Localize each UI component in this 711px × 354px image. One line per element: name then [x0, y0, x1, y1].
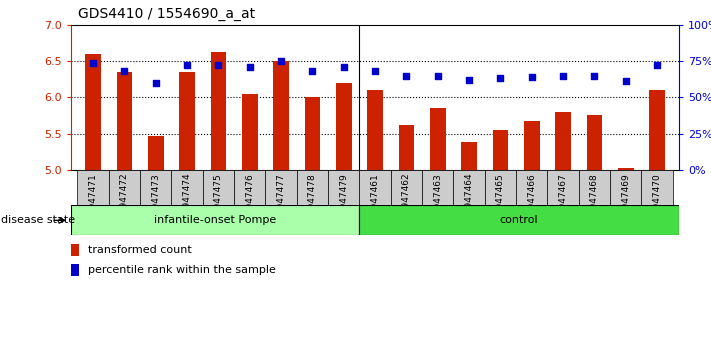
Point [651, 63, 663, 68]
Bar [296, 170, 328, 205]
Text: GSM947475: GSM947475 [214, 173, 223, 228]
Bar [71, 264, 79, 276]
Bar [179, 72, 195, 170]
Point [275, 58, 287, 64]
Text: transformed count: transformed count [87, 245, 191, 255]
Point [181, 63, 193, 68]
Text: GSM947474: GSM947474 [183, 173, 191, 227]
Bar [454, 170, 485, 205]
Bar [85, 54, 101, 170]
Text: percentile rank within the sample: percentile rank within the sample [87, 266, 275, 275]
Bar [579, 170, 610, 205]
Bar [304, 97, 320, 170]
Point [338, 64, 349, 70]
Bar [273, 61, 289, 170]
Bar [367, 90, 383, 170]
Bar [524, 121, 540, 170]
Bar [516, 170, 547, 205]
Bar [610, 170, 641, 205]
Point [620, 79, 631, 84]
Bar [71, 244, 79, 256]
Text: GSM947466: GSM947466 [528, 173, 536, 228]
Bar [265, 170, 296, 205]
Bar [336, 83, 351, 170]
Bar [203, 170, 234, 205]
Point [306, 68, 318, 74]
Point [495, 76, 506, 81]
Bar [148, 136, 164, 170]
Bar [547, 170, 579, 205]
Bar [422, 170, 454, 205]
Text: GSM947468: GSM947468 [590, 173, 599, 228]
Bar [555, 112, 571, 170]
Bar [171, 170, 203, 205]
Bar [109, 170, 140, 205]
Bar [493, 130, 508, 170]
Bar [641, 170, 673, 205]
Text: GSM947473: GSM947473 [151, 173, 160, 228]
Text: GSM947472: GSM947472 [120, 173, 129, 227]
Point [150, 80, 161, 86]
Bar [359, 170, 391, 205]
Point [213, 63, 224, 68]
Text: GSM947477: GSM947477 [277, 173, 286, 228]
Bar [359, 205, 679, 235]
Point [244, 64, 255, 70]
Text: GSM947476: GSM947476 [245, 173, 255, 228]
Bar [391, 170, 422, 205]
Point [557, 73, 569, 78]
Point [87, 60, 99, 65]
Bar [234, 170, 265, 205]
Text: GSM947479: GSM947479 [339, 173, 348, 228]
Bar [430, 108, 446, 170]
Text: GSM947463: GSM947463 [433, 173, 442, 228]
Point [370, 68, 381, 74]
Bar [587, 115, 602, 170]
Text: GSM947471: GSM947471 [89, 173, 97, 228]
Point [589, 73, 600, 78]
Text: GSM947465: GSM947465 [496, 173, 505, 228]
Text: GSM947470: GSM947470 [653, 173, 661, 228]
Point [432, 73, 444, 78]
Bar [618, 168, 634, 170]
Text: control: control [500, 215, 538, 225]
Bar [328, 170, 359, 205]
Bar [399, 125, 415, 170]
Point [464, 77, 475, 83]
Bar [71, 205, 359, 235]
Text: GSM947461: GSM947461 [370, 173, 380, 228]
Text: GDS4410 / 1554690_a_at: GDS4410 / 1554690_a_at [78, 7, 255, 21]
Text: infantile-onset Pompe: infantile-onset Pompe [154, 215, 276, 225]
Point [119, 68, 130, 74]
Text: GSM947462: GSM947462 [402, 173, 411, 227]
Point [526, 74, 538, 80]
Point [401, 73, 412, 78]
Text: GSM947469: GSM947469 [621, 173, 630, 228]
Bar [140, 170, 171, 205]
Bar [461, 142, 477, 170]
Text: GSM947464: GSM947464 [464, 173, 474, 227]
Text: GSM947467: GSM947467 [559, 173, 567, 228]
Bar [210, 52, 226, 170]
Text: GSM947478: GSM947478 [308, 173, 317, 228]
Text: disease state: disease state [1, 215, 75, 225]
Bar [485, 170, 516, 205]
Bar [77, 170, 109, 205]
Bar [242, 94, 257, 170]
Bar [117, 72, 132, 170]
Bar [649, 90, 665, 170]
